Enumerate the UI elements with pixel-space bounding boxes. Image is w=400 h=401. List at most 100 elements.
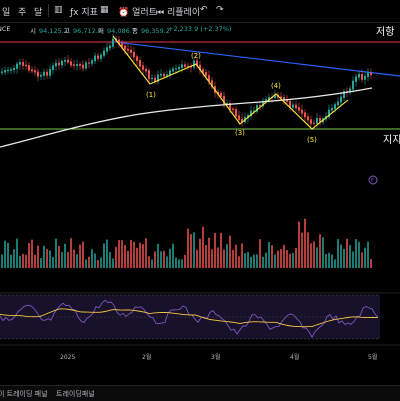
candle-body	[157, 74, 159, 82]
volume-bar	[229, 235, 231, 268]
layout-icon[interactable]: ▦	[100, 5, 109, 15]
candle-body	[73, 64, 75, 66]
volume-bar	[196, 249, 198, 268]
open-key: 시	[30, 27, 36, 35]
candle-body	[52, 65, 54, 70]
candle-body	[43, 71, 45, 76]
undo-icon[interactable]: ↶	[200, 5, 208, 15]
candle-body	[64, 59, 66, 62]
candle-body	[112, 38, 114, 47]
volume-bar	[94, 253, 96, 268]
open-label: 시 94,125.2	[30, 25, 71, 35]
timeframe-left-button[interactable]: 일	[2, 8, 11, 18]
candle-body	[328, 109, 330, 118]
volume-bar	[52, 257, 54, 268]
candle-body	[280, 96, 282, 99]
redo-icon[interactable]: ↷	[216, 5, 224, 15]
volume-bar	[190, 234, 192, 268]
candle-body	[355, 76, 357, 82]
candle-body	[133, 51, 135, 58]
volume-bar	[112, 258, 114, 268]
change-value: +2,233.9 (+2.37%)	[168, 25, 232, 33]
candle-body	[337, 101, 339, 106]
volume-bar	[139, 242, 141, 268]
volume-bar	[232, 249, 234, 268]
bottom-panel-bar: 이 트레이딩 패널 트레이딩패널	[0, 385, 400, 401]
volume-bar	[64, 243, 66, 268]
candle-body	[19, 62, 21, 65]
volume-bar	[16, 238, 18, 268]
event-badge-icon[interactable]	[368, 175, 378, 185]
trading-panel-tab-2[interactable]: 트레이딩패널	[56, 390, 95, 398]
candle-body	[274, 94, 276, 99]
volume-bar	[25, 254, 27, 268]
volume-bar	[13, 249, 15, 268]
candle-body	[13, 67, 15, 70]
volume-bar	[127, 250, 129, 268]
close-label: 종 96,359.2	[132, 25, 173, 35]
volume-bar	[157, 243, 159, 268]
candle-body	[82, 64, 84, 69]
volume-bar	[271, 245, 273, 268]
candle-body	[319, 117, 321, 123]
candle-body	[178, 66, 180, 70]
candle-body	[367, 72, 369, 78]
volume-bar	[121, 240, 123, 268]
candle-body	[94, 55, 96, 62]
indicators-button[interactable]: ƒx 지표	[70, 5, 98, 18]
wave-label-5: (5)	[307, 136, 317, 144]
chart-type-icon[interactable]: ▥	[54, 5, 63, 15]
timeframe-month-button[interactable]: 달	[34, 8, 43, 18]
replay-button[interactable]: ⏮ 리플레이	[156, 5, 200, 18]
volume-bar	[46, 249, 48, 268]
candle-body	[109, 45, 111, 49]
volume-bar	[103, 243, 105, 268]
trend-line[interactable]	[114, 41, 400, 77]
indicators-icon: ƒx	[70, 8, 79, 18]
volume-bar	[298, 221, 300, 268]
candle-body	[364, 76, 366, 80]
volume-bar	[319, 234, 321, 268]
volume-bar	[262, 256, 264, 268]
volume-bar	[124, 245, 126, 268]
volume-bar	[274, 254, 276, 268]
price-chart[interactable]: (1) (2) (3) (4) (5) 저항 지지 F 2025 2월 3월 4…	[0, 22, 400, 385]
volume-bar	[325, 254, 327, 268]
volume-bar	[22, 253, 24, 268]
candle-body	[193, 60, 195, 68]
volume-bar	[310, 243, 312, 268]
symbol-label: NCE	[0, 25, 11, 33]
volume-bar	[328, 252, 330, 268]
candle-body	[316, 117, 318, 124]
candle-body	[349, 88, 351, 93]
alert-button[interactable]: ⏰ 얼러트	[118, 5, 157, 18]
candle-body	[61, 60, 63, 66]
volume-bar	[331, 254, 333, 268]
candle-body	[184, 64, 186, 67]
volume-bar	[100, 257, 102, 268]
candle-body	[25, 64, 27, 67]
timeframe-week-button[interactable]: 주	[18, 8, 27, 18]
volume-bar	[220, 232, 222, 268]
candle-body	[361, 73, 363, 80]
volume-bar	[337, 239, 339, 268]
volume-bar	[175, 257, 177, 268]
volume-bar	[55, 238, 57, 268]
candle-body	[1, 71, 3, 73]
candle-body	[67, 59, 69, 63]
candle-body	[226, 103, 228, 105]
trading-panel-tab-1[interactable]: 이 트레이딩 패널	[0, 390, 48, 398]
volume-bar	[151, 259, 153, 268]
volume-bar	[217, 247, 219, 268]
candle-body	[70, 61, 72, 66]
candle-body	[154, 77, 156, 82]
candle-body	[58, 62, 60, 66]
volume-bar	[301, 232, 303, 268]
candle-body	[187, 65, 189, 68]
close-value: 96,359.2	[140, 27, 170, 35]
wave-label-2: (2)	[191, 52, 201, 60]
volume-bar	[340, 244, 342, 268]
volume-bar	[70, 238, 72, 268]
candle-body	[352, 80, 354, 90]
volume-bar	[160, 251, 162, 268]
